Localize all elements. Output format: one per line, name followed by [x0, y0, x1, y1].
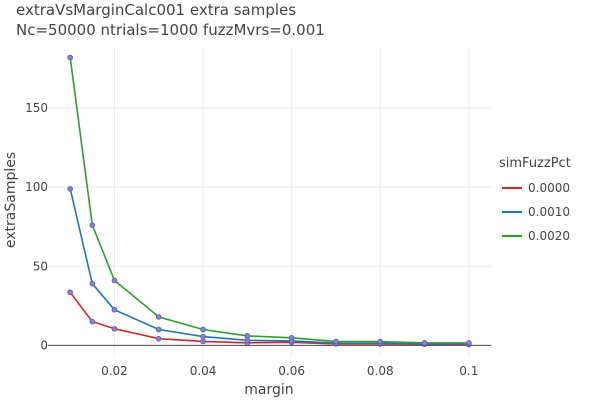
- x-tick-label: 0.04: [190, 364, 217, 378]
- y-tick-label: 50: [33, 259, 48, 273]
- data-point[interactable]: [111, 325, 118, 332]
- x-tick-label: 0.06: [278, 364, 305, 378]
- data-point[interactable]: [89, 280, 96, 287]
- data-point[interactable]: [200, 338, 206, 345]
- chart-subtitle: Nc=50000 ntrials=1000 fuzzMvrs=0.001: [16, 21, 325, 39]
- data-point[interactable]: [67, 54, 73, 61]
- data-point[interactable]: [67, 289, 73, 296]
- data-point[interactable]: [89, 222, 96, 228]
- y-tick-label: 100: [25, 180, 48, 194]
- data-point[interactable]: [155, 335, 162, 342]
- gridlines: [48, 48, 491, 358]
- data-point[interactable]: [244, 333, 251, 339]
- data-point[interactable]: [67, 185, 73, 192]
- legend-label: 0.0010: [528, 205, 570, 219]
- data-point[interactable]: [466, 340, 472, 346]
- legend-item[interactable]: 0.0010: [502, 205, 570, 219]
- series: [67, 54, 472, 348]
- data-point[interactable]: [377, 338, 384, 345]
- axes: 0.02 0.04 0.06 0.08 0.1 0 50 100 150: [25, 101, 491, 378]
- data-point[interactable]: [333, 338, 339, 345]
- data-point[interactable]: [111, 277, 118, 284]
- legend[interactable]: simFuzzPct 0.0000 0.0010 0.0020: [499, 156, 571, 243]
- data-point[interactable]: [288, 334, 295, 341]
- legend-label: 0.0020: [528, 229, 570, 243]
- legend-item[interactable]: 0.0020: [502, 229, 570, 243]
- data-point[interactable]: [155, 326, 162, 333]
- data-point[interactable]: [200, 333, 206, 340]
- x-tick-label: 0.02: [101, 364, 128, 378]
- chart-title: extraVsMarginCalc001 extra samples: [16, 1, 296, 19]
- x-axis-title: margin: [244, 382, 293, 398]
- y-axis-title: extraSamples: [3, 152, 19, 248]
- y-tick-label: 150: [25, 101, 48, 115]
- data-point[interactable]: [89, 318, 96, 325]
- legend-label: 0.0000: [528, 181, 570, 195]
- legend-title: simFuzzPct: [499, 156, 571, 171]
- series-0.0000[interactable]: [67, 289, 472, 348]
- x-tick-label: 0.1: [459, 364, 478, 378]
- series-line[interactable]: [69, 57, 469, 344]
- data-point[interactable]: [421, 340, 428, 346]
- series-0.0020[interactable]: [67, 54, 472, 346]
- data-point[interactable]: [200, 326, 206, 333]
- x-tick-label: 0.08: [367, 364, 394, 378]
- legend-item[interactable]: 0.0000: [502, 181, 570, 195]
- data-point[interactable]: [111, 306, 118, 313]
- data-point[interactable]: [155, 314, 162, 320]
- y-tick-label: 0: [40, 338, 48, 352]
